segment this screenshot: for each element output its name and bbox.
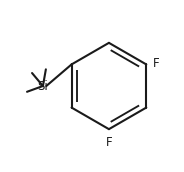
- Text: Si: Si: [38, 79, 48, 93]
- Text: F: F: [106, 136, 112, 149]
- Text: F: F: [153, 57, 159, 69]
